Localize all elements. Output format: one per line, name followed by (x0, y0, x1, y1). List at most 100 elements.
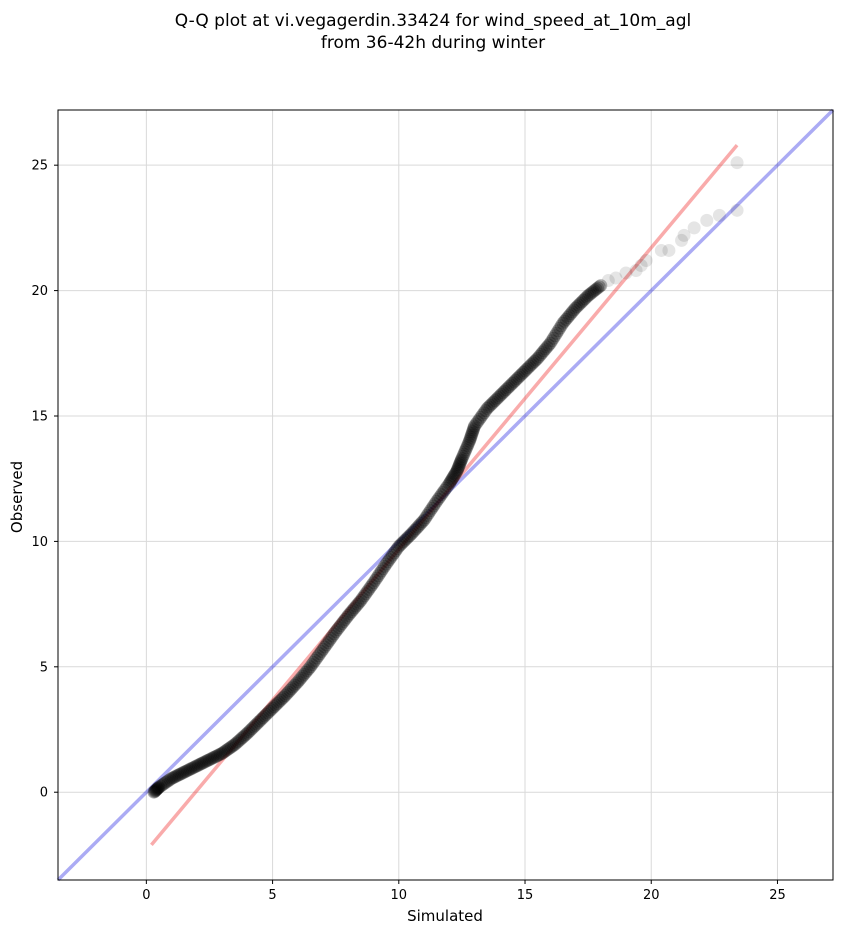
x-tick-label: 10 (391, 888, 408, 903)
quantile-point (343, 607, 357, 621)
tail-quantile-point (662, 243, 676, 257)
quantile-point (404, 527, 418, 541)
quantile-point (324, 631, 338, 645)
quantile-point (548, 329, 562, 343)
quantile-point (397, 535, 411, 549)
quantile-point (498, 384, 512, 398)
quantile-point (583, 287, 597, 301)
quantile-point (278, 689, 292, 703)
quantile-point (340, 610, 354, 624)
quantile-point (150, 782, 164, 796)
tail-quantile-point (619, 266, 633, 280)
quantile-point (501, 381, 515, 395)
quantile-point (452, 459, 466, 473)
quantile-point (512, 370, 526, 384)
identity-line (56, 108, 835, 882)
quantile-point (176, 766, 190, 780)
quantile-point (515, 367, 529, 381)
x-axis-label: Simulated (407, 907, 483, 925)
quantile-point (526, 356, 540, 370)
quantile-point (363, 580, 377, 594)
tail-quantile-point (654, 243, 668, 257)
quantile-point (190, 759, 204, 773)
tail-quantile-point (609, 271, 623, 285)
quantile-point (466, 423, 480, 437)
quantile-point (149, 783, 163, 797)
plot-area-frame (57, 109, 834, 881)
quantile-point (292, 673, 306, 687)
quantile-point (210, 749, 224, 763)
quantile-point (267, 700, 281, 714)
quantile-point (422, 506, 436, 520)
grid-lines (58, 110, 833, 880)
chart-title-line-2: from 36-42h during winter (321, 33, 545, 53)
quantile-point (459, 443, 473, 457)
quantile-points (147, 156, 744, 799)
quantile-point (431, 492, 445, 506)
quantile-point (352, 595, 366, 609)
quantile-point (430, 494, 444, 508)
quantile-point (392, 539, 406, 553)
quantile-point (237, 729, 251, 743)
quantile-point (580, 290, 594, 304)
quantile-point (419, 511, 433, 525)
quantile-point (456, 449, 470, 463)
quantile-point (270, 696, 284, 710)
quantile-point (567, 303, 581, 317)
quantile-point (584, 286, 598, 300)
quantile-point (442, 477, 456, 491)
quantile-point (251, 715, 265, 729)
quantile-point (479, 404, 493, 418)
quantile-point (469, 417, 483, 431)
quantile-point (468, 419, 482, 433)
y-tick-label: 20 (31, 284, 48, 299)
quantile-point (379, 557, 393, 571)
quantile-point (493, 389, 507, 403)
quantile-point (447, 469, 461, 483)
quantile-point (151, 781, 165, 795)
y-tick-label: 25 (31, 159, 48, 174)
quantile-point (169, 769, 183, 783)
quantile-point (148, 784, 162, 798)
quantile-point (529, 353, 543, 367)
quantile-point (193, 757, 207, 771)
quantile-point (586, 285, 600, 299)
quantile-point (337, 615, 351, 629)
quantile-point (561, 311, 575, 325)
quantile-point (275, 692, 289, 706)
quantile-point (518, 364, 532, 378)
quantile-point (220, 743, 234, 757)
quantile-point (535, 346, 549, 360)
quantile-point (155, 778, 169, 792)
quantile-point (401, 530, 415, 544)
quantile-point (171, 768, 185, 782)
quantile-point (262, 704, 276, 718)
quantile-point (360, 585, 374, 599)
quantile-point (217, 745, 231, 759)
quantile-point (346, 603, 360, 617)
quantile-point (423, 504, 437, 518)
quantile-point (302, 662, 316, 676)
quantile-point (395, 536, 409, 550)
quantile-point (540, 340, 554, 354)
quantile-point (308, 653, 322, 667)
quantile-point (532, 349, 546, 363)
quantile-point (206, 751, 220, 765)
quantile-point (232, 733, 246, 747)
quantile-point (374, 564, 388, 578)
quantile-point (434, 488, 448, 502)
quantile-point (204, 752, 218, 766)
quantile-point (439, 481, 453, 495)
y-tick-label: 10 (31, 535, 48, 550)
quantile-point (509, 373, 523, 387)
quantile-point (425, 501, 439, 515)
quantile-point (527, 354, 541, 368)
quantile-point (550, 326, 564, 340)
quantile-point (172, 768, 186, 782)
quantile-point (231, 735, 245, 749)
quantile-point (415, 515, 429, 529)
quantile-point (494, 387, 508, 401)
quantile-point (521, 361, 535, 375)
quantile-point (464, 428, 478, 442)
